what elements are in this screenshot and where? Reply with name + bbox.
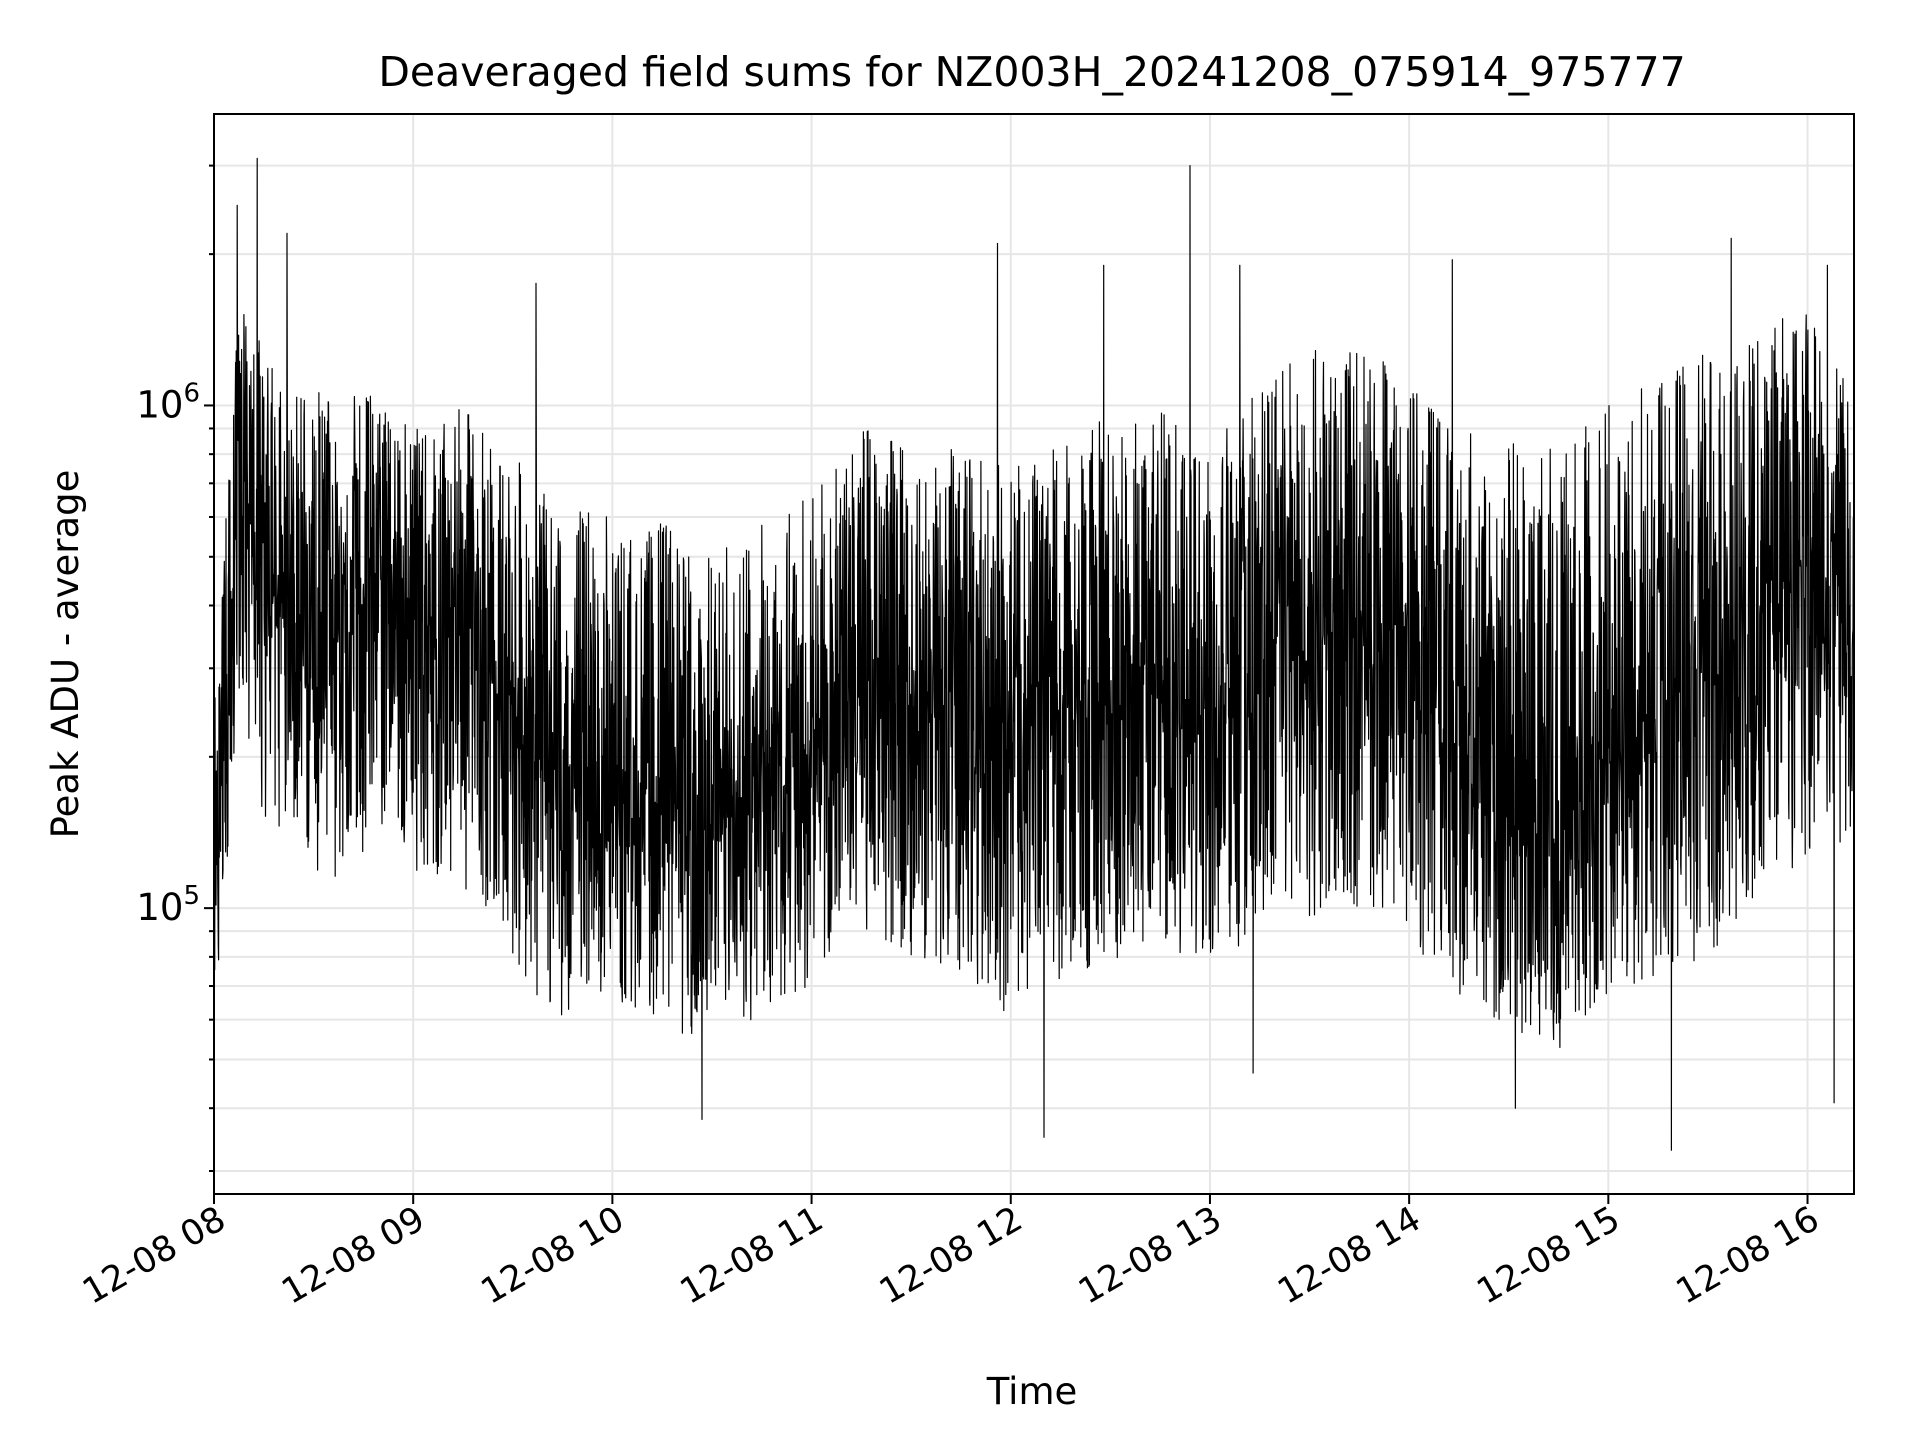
- y-tick-base: 10: [136, 886, 183, 929]
- y-tick-base: 10: [136, 383, 183, 426]
- plot-frame: [213, 113, 1855, 1195]
- x-axis-label: Time: [986, 1370, 1078, 1413]
- series-line: [213, 157, 1855, 1151]
- y-tick-label: 105: [136, 881, 200, 929]
- y-tick-label: 106: [136, 378, 200, 426]
- series-layer: [213, 157, 1855, 1151]
- y-tick-exponent: 5: [183, 881, 200, 911]
- y-tick-exponent: 6: [183, 378, 200, 408]
- chart-title: Deaveraged field sums for NZ003H_2024120…: [378, 48, 1685, 96]
- y-axis-label: Peak ADU - average: [44, 470, 87, 839]
